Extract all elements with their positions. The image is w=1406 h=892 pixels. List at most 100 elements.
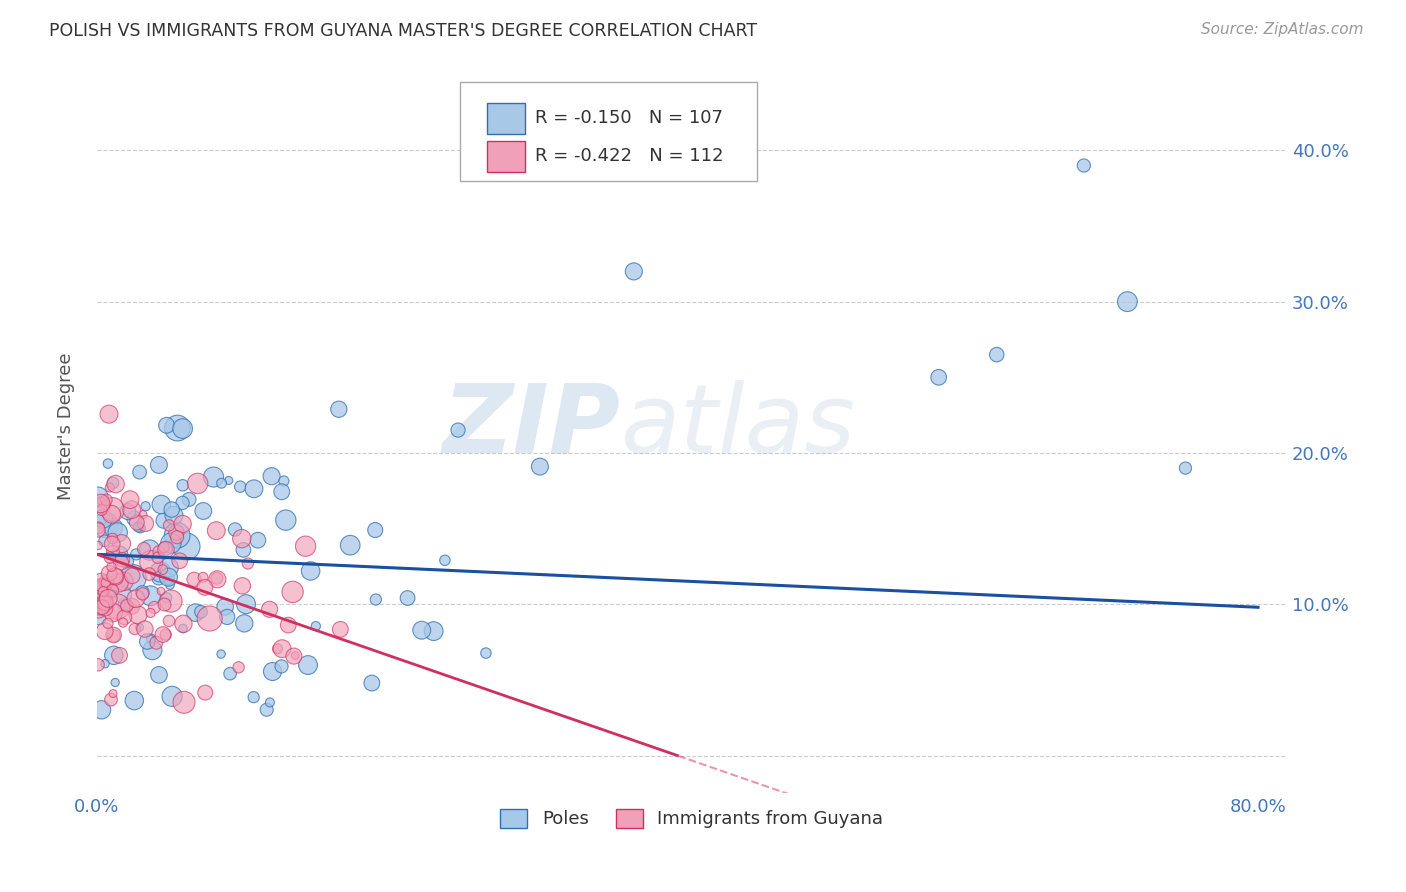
Point	[138, 567, 160, 582]
Point	[128, 620, 150, 634]
Point	[217, 610, 239, 624]
Point	[153, 598, 176, 612]
Point	[97, 457, 120, 471]
Point	[433, 553, 456, 567]
Point	[339, 538, 361, 552]
Point	[124, 622, 146, 636]
Point	[173, 695, 195, 709]
Point	[101, 606, 124, 620]
Point	[108, 547, 131, 561]
Point	[283, 649, 305, 664]
Point	[246, 533, 269, 548]
Point	[125, 548, 148, 562]
Point	[232, 542, 254, 557]
Point	[96, 574, 118, 589]
Point	[270, 659, 292, 673]
Point	[160, 502, 183, 516]
Point	[160, 536, 183, 550]
Point	[131, 587, 153, 601]
Point	[986, 348, 1008, 362]
Point	[155, 418, 177, 433]
Point	[90, 494, 112, 508]
Point	[108, 575, 131, 590]
Point	[124, 693, 146, 707]
Point	[157, 518, 180, 533]
Point	[139, 606, 162, 620]
Point	[153, 541, 176, 555]
Point	[190, 605, 212, 619]
Point	[205, 571, 228, 585]
Point	[274, 513, 297, 527]
Text: atlas: atlas	[620, 380, 855, 473]
Point	[94, 518, 117, 533]
Point	[205, 524, 228, 538]
Point	[87, 521, 110, 535]
Point	[193, 504, 215, 518]
Point	[160, 594, 183, 608]
Point	[166, 528, 188, 542]
Point	[360, 676, 382, 690]
Point	[90, 496, 112, 510]
Point	[1073, 159, 1095, 173]
Point	[104, 675, 127, 690]
Point	[101, 544, 124, 558]
Point	[107, 525, 129, 540]
Point	[101, 475, 124, 490]
Point	[98, 481, 121, 495]
Point	[87, 657, 110, 672]
Point	[121, 502, 143, 516]
Point	[125, 591, 148, 606]
Point	[91, 581, 114, 595]
Point	[104, 477, 127, 491]
Point	[94, 601, 117, 615]
Point	[191, 570, 214, 584]
Point	[228, 660, 250, 674]
Point	[207, 572, 229, 586]
Point	[198, 611, 221, 625]
Point	[163, 508, 186, 523]
Point	[93, 533, 115, 548]
Point	[136, 634, 159, 648]
Point	[127, 607, 149, 622]
Point	[157, 571, 180, 585]
Point	[155, 542, 177, 557]
Point	[184, 606, 207, 620]
Point	[93, 624, 115, 639]
Point	[90, 703, 112, 717]
Point	[262, 665, 284, 679]
Point	[329, 623, 352, 637]
Point	[270, 484, 292, 499]
Point	[100, 692, 122, 706]
Point	[256, 703, 278, 717]
Point	[194, 580, 217, 594]
Point	[103, 628, 125, 642]
Point	[117, 505, 139, 519]
FancyBboxPatch shape	[486, 103, 526, 134]
Point	[218, 474, 240, 488]
Point	[155, 541, 177, 556]
Point	[623, 264, 645, 278]
Point	[89, 611, 111, 625]
Point	[157, 570, 180, 584]
Point	[115, 599, 138, 613]
Point	[112, 610, 135, 624]
Point	[259, 602, 281, 616]
Point	[131, 585, 153, 599]
Point	[928, 370, 950, 384]
Point	[139, 632, 162, 646]
Point	[110, 537, 132, 551]
Point	[122, 511, 145, 525]
Point	[172, 421, 194, 435]
Text: POLISH VS IMMIGRANTS FROM GUYANA MASTER'S DEGREE CORRELATION CHART: POLISH VS IMMIGRANTS FROM GUYANA MASTER'…	[49, 22, 758, 40]
Point	[229, 480, 252, 494]
Point	[152, 563, 174, 577]
Point	[132, 508, 155, 522]
Point	[98, 566, 121, 581]
Point	[157, 560, 180, 574]
Point	[110, 555, 132, 569]
Point	[242, 690, 264, 705]
Point	[96, 492, 118, 507]
Point	[475, 646, 498, 660]
Point	[1116, 294, 1139, 309]
Point	[91, 511, 114, 525]
